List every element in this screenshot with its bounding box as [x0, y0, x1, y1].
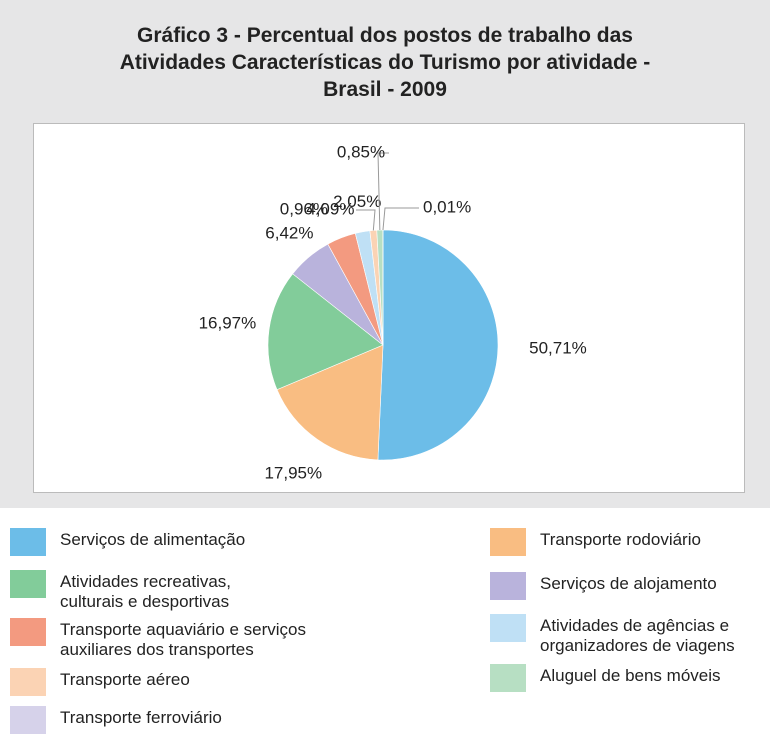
legend-swatch: [10, 618, 46, 646]
data-label: 0,85%: [337, 142, 385, 161]
data-label: 0,01%: [423, 197, 471, 216]
data-label: 6,42%: [265, 224, 313, 243]
legend-item: Atividades recreativas, culturais e desp…: [10, 570, 231, 612]
legend-label: Atividades recreativas, culturais e desp…: [60, 570, 231, 612]
legend-label: Transporte aquaviário e serviços auxilia…: [60, 618, 306, 660]
legend-label: Serviços de alimentação: [60, 528, 245, 550]
legend-label: Serviços de alojamento: [540, 572, 717, 594]
legend-label: Transporte ferroviário: [60, 706, 222, 728]
pie-slice: [378, 230, 498, 460]
data-label: 0,96%: [280, 199, 328, 218]
leader-line: [383, 208, 419, 230]
legend-swatch: [10, 528, 46, 556]
legend-swatch: [10, 706, 46, 734]
legend-item: Transporte ferroviário: [10, 706, 222, 734]
legend-label: Atividades de agências e organizadores d…: [540, 614, 735, 656]
leader-line: [356, 210, 375, 230]
data-label: 50,71%: [529, 338, 587, 357]
legend-label: Aluguel de bens móveis: [540, 664, 721, 686]
data-label: 17,95%: [264, 463, 322, 482]
legend-swatch: [490, 528, 526, 556]
legend-label: Transporte rodoviário: [540, 528, 701, 550]
legend-item: Aluguel de bens móveis: [490, 664, 721, 692]
legend-item: Serviços de alimentação: [10, 528, 245, 556]
legend-item: Transporte aquaviário e serviços auxilia…: [10, 618, 306, 660]
data-label: 2,05%: [333, 192, 381, 211]
legend-swatch: [490, 664, 526, 692]
legend-swatch: [490, 614, 526, 642]
legend-label: Transporte aéreo: [60, 668, 190, 690]
legend-item: Transporte aéreo: [10, 668, 190, 696]
legend-item: Serviços de alojamento: [490, 572, 717, 600]
legend-swatch: [490, 572, 526, 600]
legend-swatch: [10, 570, 46, 598]
legend-item: Transporte rodoviário: [490, 528, 701, 556]
data-label: 16,97%: [199, 313, 257, 332]
legend-swatch: [10, 668, 46, 696]
legend-item: Atividades de agências e organizadores d…: [490, 614, 735, 656]
